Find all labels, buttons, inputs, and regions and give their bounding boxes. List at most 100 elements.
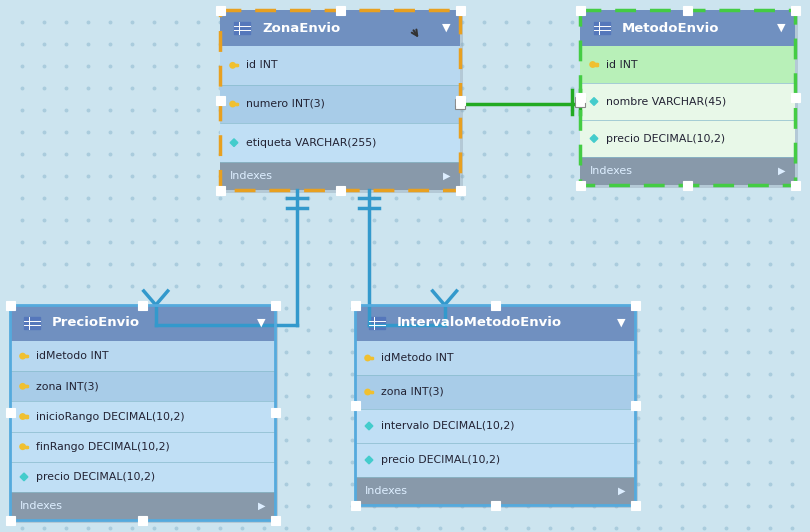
Bar — [368, 357, 373, 359]
Bar — [220, 10, 460, 190]
Bar — [351, 301, 360, 310]
Text: precio DECIMAL(10,2): precio DECIMAL(10,2) — [36, 472, 156, 482]
Bar — [351, 501, 360, 510]
Bar — [791, 5, 799, 14]
Bar — [355, 443, 635, 477]
Bar — [26, 446, 28, 448]
Bar — [6, 301, 15, 310]
Bar — [10, 462, 275, 492]
Bar — [791, 93, 799, 102]
Bar — [220, 85, 460, 123]
Bar — [355, 477, 635, 505]
Polygon shape — [365, 422, 373, 430]
Bar — [23, 415, 28, 418]
Circle shape — [364, 355, 371, 361]
Bar — [6, 516, 15, 525]
Text: ▶: ▶ — [778, 166, 785, 176]
Text: idMetodo INT: idMetodo INT — [36, 351, 109, 361]
Bar — [371, 357, 373, 359]
Bar — [369, 317, 385, 329]
Text: etiqueta VARCHAR(255): etiqueta VARCHAR(255) — [246, 138, 377, 148]
Circle shape — [19, 443, 26, 450]
Text: intervalo DECIMAL(10,2): intervalo DECIMAL(10,2) — [381, 421, 514, 431]
Text: id INT: id INT — [246, 60, 278, 70]
Bar — [220, 10, 460, 46]
Bar — [24, 317, 40, 329]
Bar — [355, 305, 635, 505]
Bar — [683, 180, 692, 189]
Text: IntervaloMetodoEnvio: IntervaloMetodoEnvio — [397, 317, 562, 329]
Bar — [491, 501, 500, 510]
Bar — [26, 415, 28, 418]
Polygon shape — [20, 473, 28, 481]
Bar — [26, 355, 28, 357]
Bar — [683, 5, 692, 14]
Text: numero INT(3): numero INT(3) — [246, 99, 325, 109]
Text: finRango DECIMAL(10,2): finRango DECIMAL(10,2) — [36, 442, 170, 452]
Bar — [271, 408, 279, 417]
Bar — [355, 375, 635, 409]
Bar — [575, 93, 585, 102]
Text: zona INT(3): zona INT(3) — [381, 387, 444, 397]
Bar — [23, 355, 28, 357]
Bar — [220, 10, 460, 190]
Circle shape — [229, 101, 236, 107]
Bar — [630, 301, 640, 310]
Circle shape — [229, 62, 236, 69]
Text: ▼: ▼ — [257, 318, 265, 328]
Text: ▶: ▶ — [258, 501, 265, 511]
Bar — [455, 186, 464, 195]
Bar — [630, 401, 640, 410]
Bar — [575, 5, 585, 14]
Circle shape — [19, 353, 26, 360]
Bar — [580, 10, 795, 185]
Circle shape — [19, 413, 26, 420]
Bar — [593, 63, 598, 65]
Text: inicioRango DECIMAL(10,2): inicioRango DECIMAL(10,2) — [36, 411, 185, 421]
Bar — [220, 46, 460, 85]
Bar — [580, 10, 795, 46]
Bar — [23, 385, 28, 387]
Bar — [583, 13, 798, 188]
Bar — [10, 492, 275, 520]
Polygon shape — [365, 456, 373, 464]
Bar — [138, 301, 147, 310]
Bar — [791, 180, 799, 189]
Bar — [355, 409, 635, 443]
Bar — [368, 391, 373, 393]
Bar — [23, 446, 28, 448]
Bar — [355, 305, 635, 505]
Text: MetodoEnvio: MetodoEnvio — [622, 21, 719, 35]
Bar — [455, 99, 465, 109]
Bar — [220, 123, 460, 162]
Bar — [455, 96, 464, 104]
Bar — [630, 501, 640, 510]
Bar — [455, 5, 464, 14]
Text: Indexes: Indexes — [20, 501, 63, 511]
Bar — [355, 305, 635, 341]
Text: Indexes: Indexes — [230, 171, 273, 181]
Bar — [596, 63, 597, 65]
Bar — [13, 308, 278, 523]
Text: ▶: ▶ — [442, 171, 450, 181]
Text: idMetodo INT: idMetodo INT — [381, 353, 454, 363]
Bar — [10, 305, 275, 341]
Text: zona INT(3): zona INT(3) — [36, 381, 99, 392]
Bar — [6, 408, 15, 417]
Bar — [595, 22, 610, 34]
Text: nombre VARCHAR(45): nombre VARCHAR(45) — [606, 96, 727, 106]
Bar — [234, 22, 249, 34]
Text: ZonaEnvio: ZonaEnvio — [262, 21, 340, 35]
Bar — [580, 157, 795, 185]
Text: id INT: id INT — [606, 60, 637, 70]
Circle shape — [19, 383, 26, 390]
Text: precio DECIMAL(10,2): precio DECIMAL(10,2) — [606, 134, 725, 144]
Text: Indexes: Indexes — [365, 486, 408, 496]
Bar — [215, 96, 224, 104]
Bar — [355, 341, 635, 375]
Text: ▼: ▼ — [616, 318, 625, 328]
Bar — [575, 96, 585, 106]
Bar — [580, 120, 795, 157]
Bar — [215, 186, 224, 195]
Polygon shape — [590, 98, 598, 105]
